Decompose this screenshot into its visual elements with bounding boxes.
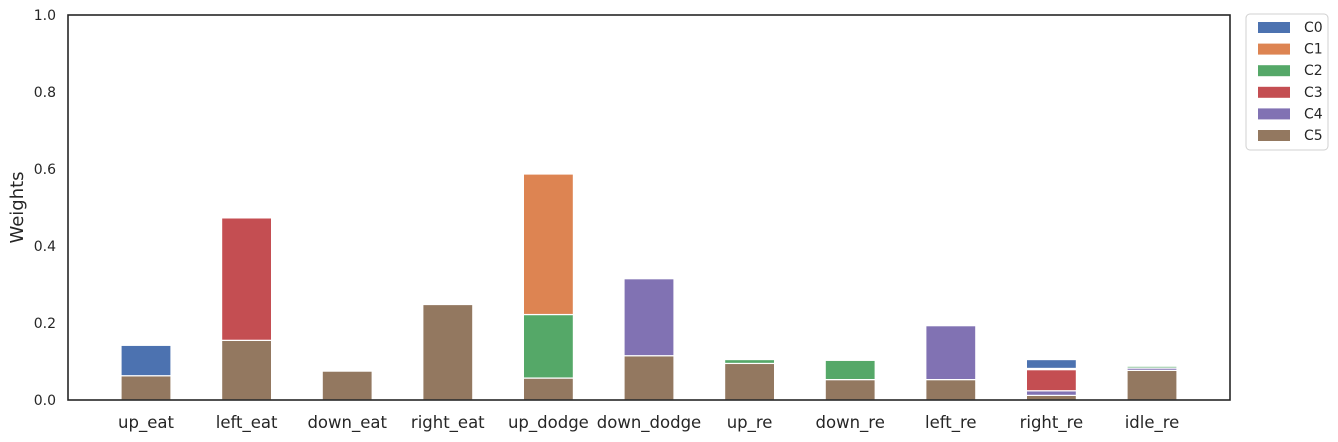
x-tick-label: left_re [925, 413, 977, 433]
legend: C0 C1 C2 C3 C4 C5 [1245, 13, 1329, 151]
legend-label: C3 [1304, 85, 1323, 101]
bar-segment-c1 [522, 173, 575, 316]
bar-segment-c5 [522, 377, 575, 401]
bar-segment-c5 [824, 378, 876, 401]
x-tick-label: up_eat [118, 413, 174, 433]
bar-segment-c5 [422, 303, 474, 401]
legend-swatch [1258, 43, 1290, 55]
x-tick-label: down_re [816, 413, 885, 433]
x-tick-label: up_re [727, 413, 773, 433]
legend-label: C0 [1304, 20, 1323, 36]
bar-segment-c3 [221, 217, 273, 341]
bar-segment-c4 [623, 278, 675, 357]
bar-segment-c3 [1025, 368, 1078, 392]
legend-label: C5 [1304, 128, 1323, 144]
y-tick-label: 0.4 [34, 239, 56, 255]
y-tick-label: 0.0 [34, 393, 56, 409]
bar-segment-c2 [522, 313, 575, 379]
legend-label: C1 [1304, 42, 1323, 58]
x-tick-label: right_eat [411, 413, 485, 433]
legend-swatch [1258, 65, 1290, 77]
bar-segment-c0 [120, 344, 172, 377]
x-tick-label: right_re [1020, 413, 1084, 433]
bar-segment-c5 [1126, 369, 1178, 401]
plot-frame [67, 14, 1231, 401]
bar-segment-c5 [221, 339, 273, 401]
legend-label: C2 [1304, 63, 1323, 79]
legend-label: C4 [1304, 106, 1323, 122]
bar-segment-c4 [925, 325, 977, 381]
legend-swatch [1258, 108, 1290, 120]
bar-segment-c2 [824, 359, 876, 381]
x-tick-label: idle_re [1125, 413, 1180, 433]
bar-segment-c0 [1025, 358, 1078, 370]
bar-segment-c5 [723, 362, 776, 401]
bar-segment-c4 [1025, 390, 1078, 396]
bar-segment-c5 [321, 370, 373, 401]
y-axis-ticks: 0.0 0.2 0.4 0.6 0.8 1.0 [34, 8, 56, 409]
bar-segment-c5 [925, 378, 977, 401]
y-axis-title: Weights [7, 171, 28, 243]
bar-segment-c5 [120, 375, 172, 401]
y-tick-label: 0.2 [34, 316, 56, 332]
legend-swatch [1258, 22, 1290, 33]
bar-segment-c1 [1126, 364, 1178, 367]
bar-segment-c2 [723, 358, 776, 365]
x-tick-label: left_eat [216, 413, 278, 433]
y-tick-label: 0.8 [34, 85, 56, 101]
bars-layer [120, 173, 1178, 401]
x-tick-label: down_dodge [597, 413, 701, 433]
x-axis-ticks: up_eat left_eat down_eat right_eat up_dodge d… [118, 413, 1179, 433]
x-tick-label: up_dodge [508, 413, 589, 433]
y-tick-label: 1.0 [34, 8, 56, 24]
x-tick-label: down_eat [307, 413, 387, 433]
y-tick-label: 0.6 [34, 162, 56, 178]
legend-swatch [1258, 130, 1290, 141]
legend-swatch [1258, 86, 1290, 98]
bar-segment-c5 [623, 355, 675, 401]
